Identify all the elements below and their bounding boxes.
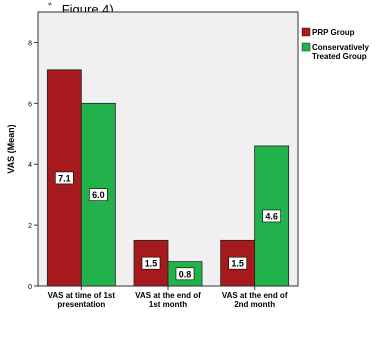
y-tick-label: 0: [28, 284, 32, 291]
data-label-box: [141, 256, 161, 270]
legend-label: Conservatively: [312, 43, 369, 52]
y-axis: 0 2 4 6 8: [28, 40, 38, 291]
bar: [133, 239, 169, 287]
category-label: presentation: [57, 300, 105, 309]
y-tick-label: 6: [28, 101, 32, 108]
y-tick-label: 4: [28, 162, 32, 169]
data-label-box: [89, 188, 108, 201]
category-label: VAS at the end of: [222, 291, 288, 300]
data-label-box: [262, 209, 281, 223]
legend-label: PRP Group: [312, 28, 355, 37]
y-axis-label: VAS (Mean): [6, 124, 16, 173]
category-label: VAS at the end of: [135, 291, 201, 300]
data-label-box: [55, 171, 74, 185]
category-label: 1st month: [149, 300, 187, 309]
data-label: 4.6: [265, 211, 278, 221]
data-label: 1.5: [145, 259, 158, 269]
data-label: 0.8: [179, 269, 192, 279]
category-label: 2nd month: [234, 300, 275, 309]
y-tick-label: 2: [28, 223, 32, 230]
data-label: 6.0: [92, 190, 105, 200]
bars: 7.1 6.0 1.5 0.8 1.5 4.6: [46, 69, 290, 287]
data-label: 7.1: [58, 173, 71, 183]
category-label: VAS at time of 1st: [48, 291, 116, 300]
y-tick-label: 8: [28, 40, 32, 47]
data-label-box: [175, 267, 195, 281]
legend-swatch: [301, 42, 311, 52]
legend-label: Treated Group: [312, 52, 367, 61]
data-label: 1.5: [231, 259, 244, 269]
data-label-box: [228, 256, 247, 270]
legend-swatch: [301, 27, 311, 37]
